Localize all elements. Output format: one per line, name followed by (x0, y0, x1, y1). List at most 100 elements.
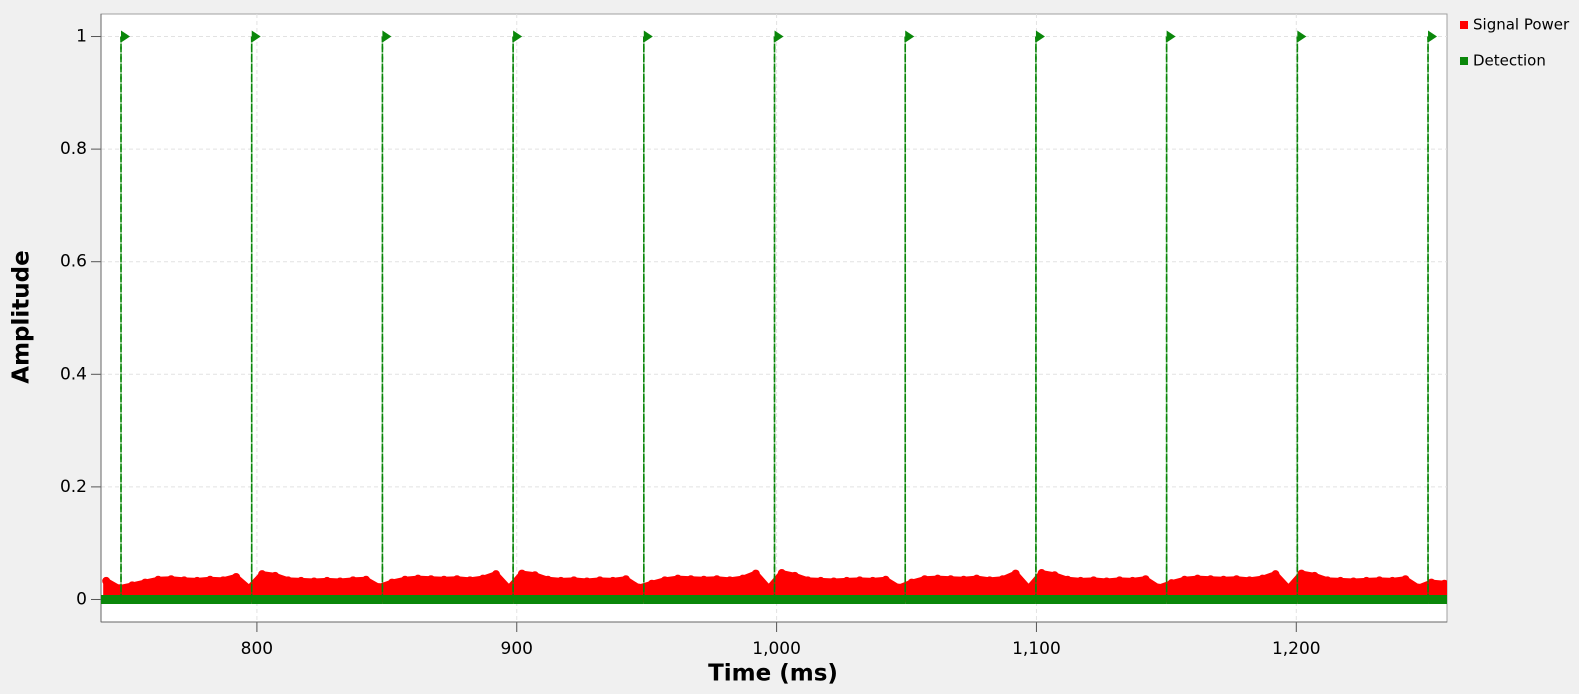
signal-point (1102, 577, 1111, 586)
signal-point (777, 569, 786, 578)
detection-marker (1428, 30, 1438, 43)
signal-point (1128, 576, 1137, 585)
signal-point (362, 575, 371, 584)
y-tick-label: 1 (76, 27, 87, 47)
signal-point (790, 571, 799, 580)
signal-point (920, 575, 929, 584)
signal-point (167, 575, 176, 584)
signal-point (336, 577, 345, 586)
detection-marker (251, 30, 261, 43)
y-tick-label: 0.4 (60, 364, 87, 384)
signal-point (1037, 569, 1046, 578)
detection-marker (382, 30, 392, 43)
signal-point (569, 576, 578, 585)
signal-point (1271, 570, 1280, 579)
signal-point (141, 578, 150, 587)
signal-point (738, 574, 747, 583)
signal-point (258, 570, 267, 579)
signal-point (660, 576, 669, 585)
signal-point (1284, 584, 1293, 593)
signal-point (985, 576, 994, 585)
y-tick-label: 0.2 (60, 477, 87, 497)
signal-point (465, 576, 474, 585)
signal-point (946, 575, 955, 584)
signal-point (699, 575, 708, 584)
y-tick-label: 0.8 (60, 139, 87, 159)
signal-point (1245, 576, 1254, 585)
signal-point (414, 574, 423, 583)
signal-point (1323, 576, 1332, 585)
signal-point (452, 575, 461, 584)
signal-point (401, 575, 410, 584)
signal-point (478, 574, 487, 583)
signal-point (972, 574, 981, 583)
signal-point (375, 583, 384, 592)
detection-marker (513, 30, 523, 43)
signal-point (102, 576, 111, 585)
signal-point (504, 584, 513, 593)
y-axis-title: Amplitude (9, 250, 35, 383)
signal-point (816, 576, 825, 585)
legend-label: Detection (1473, 52, 1546, 70)
signal-point (1011, 569, 1020, 578)
signal-point (1414, 583, 1423, 592)
signal-point (725, 576, 734, 585)
signal-point (1050, 571, 1059, 580)
signal-point (1258, 574, 1267, 583)
y-tick-label: 0.6 (60, 252, 87, 272)
signal-point (634, 583, 643, 592)
legend-swatch (1460, 21, 1468, 29)
signal-point (1154, 583, 1163, 592)
signal-point (868, 576, 877, 585)
signal-point (388, 578, 397, 587)
x-tick-label: 900 (501, 639, 533, 659)
signal-point (193, 576, 202, 585)
signal-point (1362, 576, 1371, 585)
signal-point (1219, 575, 1228, 584)
signal-point (323, 576, 332, 585)
x-tick-label: 1,000 (752, 639, 801, 659)
signal-point (959, 575, 968, 584)
signal-point (751, 569, 760, 578)
signal-point (803, 576, 812, 585)
signal-point (349, 576, 358, 585)
x-tick-label: 1,100 (1012, 639, 1061, 659)
signal-point (764, 584, 773, 593)
signal-point (1336, 576, 1345, 585)
signal-point (219, 576, 228, 585)
detection-marker (643, 30, 653, 43)
signal-point (115, 584, 124, 593)
signal-point (582, 577, 591, 586)
signal-point (1375, 576, 1384, 585)
signal-point (310, 577, 319, 586)
signal-point (232, 572, 241, 581)
signal-point (686, 575, 695, 584)
signal-point (1024, 584, 1033, 593)
detection-marker (121, 30, 131, 43)
signal-point (829, 577, 838, 586)
x-tick-label: 800 (241, 639, 273, 659)
signal-point (1440, 579, 1447, 588)
signal-point (427, 575, 436, 584)
signal-point (1141, 575, 1150, 584)
signal-point (907, 578, 916, 587)
signal-point (855, 576, 864, 585)
x-tick-label: 1,200 (1272, 639, 1321, 659)
signal-point (595, 576, 604, 585)
signal-point (556, 576, 565, 585)
signal-point (1297, 569, 1306, 578)
detection-marker (1035, 30, 1045, 43)
plot-layer (101, 30, 1447, 604)
signal-point (1388, 576, 1397, 585)
signal-point (621, 575, 630, 584)
detection-marker (1297, 30, 1307, 43)
signal-point (842, 576, 851, 585)
signal-point (1232, 575, 1241, 584)
x-axis-title: Time (ms) (708, 661, 838, 687)
signal-point (530, 571, 539, 580)
signal-point (1063, 575, 1072, 584)
detection-marker (1166, 30, 1176, 43)
signal-point (998, 575, 1007, 584)
signal-point (1180, 575, 1189, 584)
